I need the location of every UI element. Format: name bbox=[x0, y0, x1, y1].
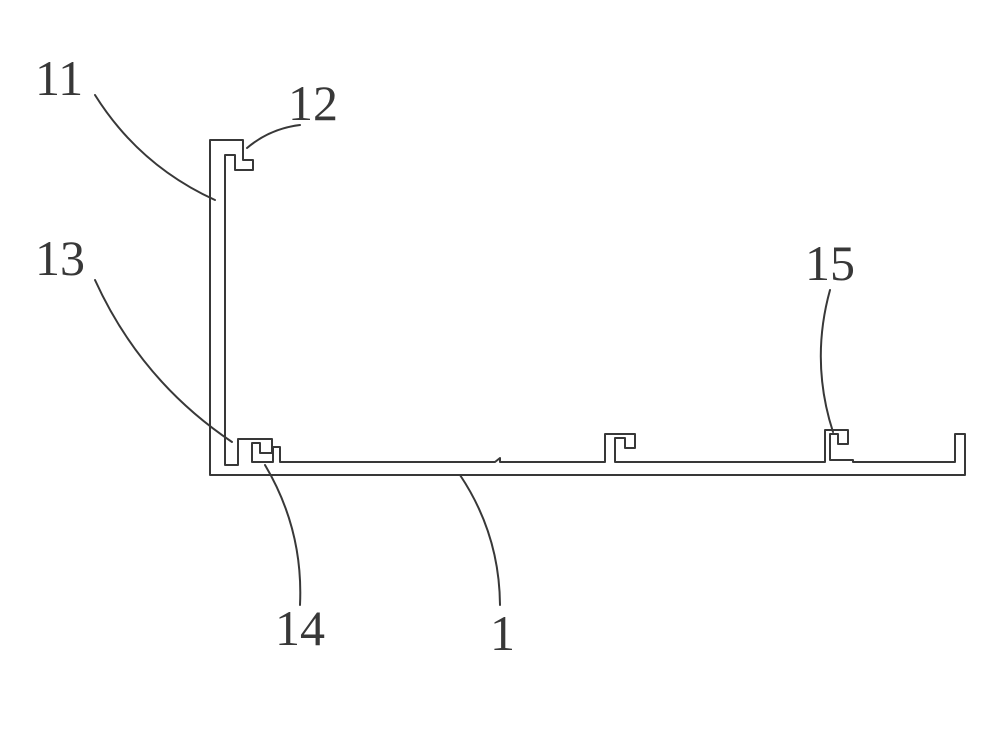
label-14: 14 bbox=[265, 465, 325, 656]
label-text-1: 1 bbox=[490, 605, 515, 661]
label-15: 15 bbox=[805, 235, 855, 432]
label-text-15: 15 bbox=[805, 235, 855, 291]
profile-cross-section bbox=[210, 140, 965, 475]
label-text-11: 11 bbox=[35, 50, 83, 106]
leader-13 bbox=[95, 280, 232, 442]
leader-1 bbox=[460, 475, 500, 605]
label-13: 13 bbox=[35, 230, 232, 442]
leader-14 bbox=[265, 465, 300, 605]
leader-15 bbox=[821, 290, 833, 432]
label-11: 11 bbox=[35, 50, 215, 200]
label-1: 1 bbox=[460, 475, 515, 661]
leader-11 bbox=[95, 95, 215, 200]
label-12: 12 bbox=[247, 75, 338, 148]
label-text-12: 12 bbox=[288, 75, 338, 131]
profile-outline bbox=[210, 140, 965, 475]
label-text-14: 14 bbox=[275, 600, 325, 656]
label-text-13: 13 bbox=[35, 230, 85, 286]
